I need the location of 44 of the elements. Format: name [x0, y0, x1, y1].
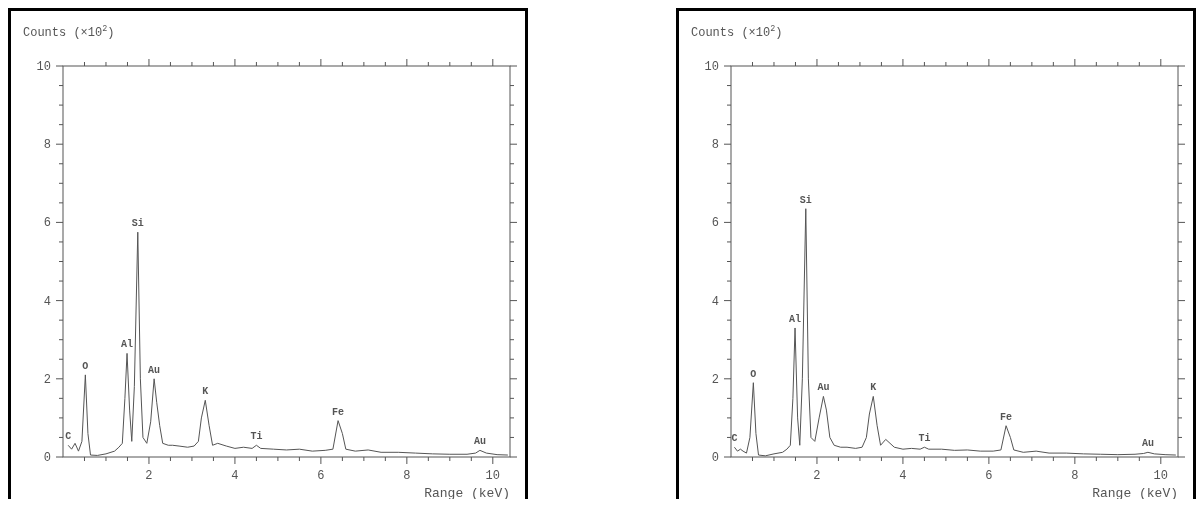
annotation: C: [731, 433, 738, 445]
y-tick-label: 4: [711, 294, 719, 309]
annotation: Au: [817, 382, 830, 394]
x-tick-label: 8: [403, 469, 411, 483]
y-tick-label: 6: [43, 216, 51, 231]
x-tick-label: 10: [1153, 469, 1169, 483]
y-tick-label: 4: [43, 294, 51, 309]
y-tick-label: 2: [711, 372, 719, 387]
annotation: Au: [148, 364, 161, 376]
annotation: Fe: [332, 406, 345, 418]
y-tick-label: 6: [711, 216, 719, 231]
annotation: Ti: [250, 431, 263, 443]
x-tick-label: 6: [985, 469, 993, 483]
y-tick-label: 8: [43, 138, 51, 153]
y-tick-label: 10: [704, 60, 719, 74]
annotation: Au: [1141, 438, 1154, 450]
y-axis-title: Counts (×10$^{2}$): [23, 24, 115, 40]
x-tick-label: 10: [485, 469, 501, 483]
y-axis-title: Counts (×10$^{2}$): [691, 24, 783, 40]
y-tick-label: 0: [43, 451, 51, 465]
annotation: K: [870, 382, 877, 394]
x-tick-label: 2: [145, 469, 153, 483]
y-tick-label: 10: [36, 60, 51, 74]
x-tick-label: 6: [317, 469, 325, 483]
y-tick-label: 8: [711, 138, 719, 153]
y-tick-label: 0: [711, 451, 719, 465]
annotation: Fe: [1000, 411, 1013, 423]
x-tick-label: 8: [1071, 469, 1079, 483]
x-axis-title: Range (keV): [424, 486, 510, 501]
annotation: Al: [789, 313, 802, 325]
annotation: O: [750, 368, 757, 380]
x-axis-title: Range (keV): [1092, 486, 1178, 501]
x-tick-label: 4: [899, 469, 907, 483]
y-tick-label: 2: [43, 372, 51, 387]
annotation: K: [202, 386, 209, 398]
x-tick-label: 2: [813, 469, 821, 483]
x-tick-label: 4: [231, 469, 239, 483]
annotation: Au: [473, 436, 486, 448]
annotation: C: [65, 431, 72, 443]
annotation: Si: [799, 194, 812, 206]
annotation: Ti: [918, 433, 931, 445]
annotation: Si: [131, 218, 144, 230]
annotation: O: [82, 360, 89, 372]
annotation: Al: [121, 339, 134, 351]
